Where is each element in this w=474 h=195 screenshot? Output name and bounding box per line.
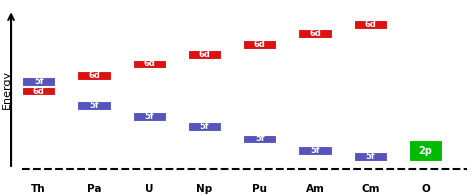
Text: Np: Np [196, 184, 213, 194]
Text: 6d: 6d [143, 59, 155, 68]
Text: 5f: 5f [200, 122, 210, 131]
FancyBboxPatch shape [243, 135, 276, 143]
Text: Cm: Cm [361, 184, 380, 194]
FancyBboxPatch shape [354, 20, 387, 28]
FancyBboxPatch shape [243, 41, 276, 49]
Text: 5f: 5f [310, 146, 320, 155]
Text: 6d: 6d [33, 87, 45, 96]
Text: 5f: 5f [34, 77, 44, 86]
FancyBboxPatch shape [77, 101, 110, 110]
FancyBboxPatch shape [22, 87, 55, 96]
FancyBboxPatch shape [133, 112, 166, 121]
Text: Energy: Energy [1, 70, 12, 109]
Text: Am: Am [306, 184, 325, 194]
FancyBboxPatch shape [77, 71, 110, 80]
FancyBboxPatch shape [188, 122, 221, 131]
Text: 6d: 6d [199, 50, 210, 59]
FancyBboxPatch shape [354, 152, 387, 161]
Text: 5f: 5f [145, 112, 154, 121]
Text: Pa: Pa [87, 184, 101, 194]
Text: 2p: 2p [419, 145, 433, 156]
FancyBboxPatch shape [188, 50, 221, 59]
Text: 5f: 5f [365, 152, 375, 161]
Text: 5f: 5f [255, 135, 264, 144]
Text: Pu: Pu [252, 184, 267, 194]
Text: Th: Th [31, 184, 46, 194]
FancyBboxPatch shape [22, 77, 55, 86]
Text: 6d: 6d [309, 29, 321, 38]
Text: O: O [421, 184, 430, 194]
Text: 6d: 6d [365, 20, 376, 29]
FancyBboxPatch shape [133, 60, 166, 68]
Text: 6d: 6d [88, 71, 100, 80]
Text: 6d: 6d [254, 40, 266, 49]
FancyBboxPatch shape [299, 29, 332, 38]
FancyBboxPatch shape [409, 140, 442, 161]
FancyBboxPatch shape [299, 146, 332, 154]
Text: 5f: 5f [89, 101, 99, 110]
Text: U: U [145, 184, 154, 194]
